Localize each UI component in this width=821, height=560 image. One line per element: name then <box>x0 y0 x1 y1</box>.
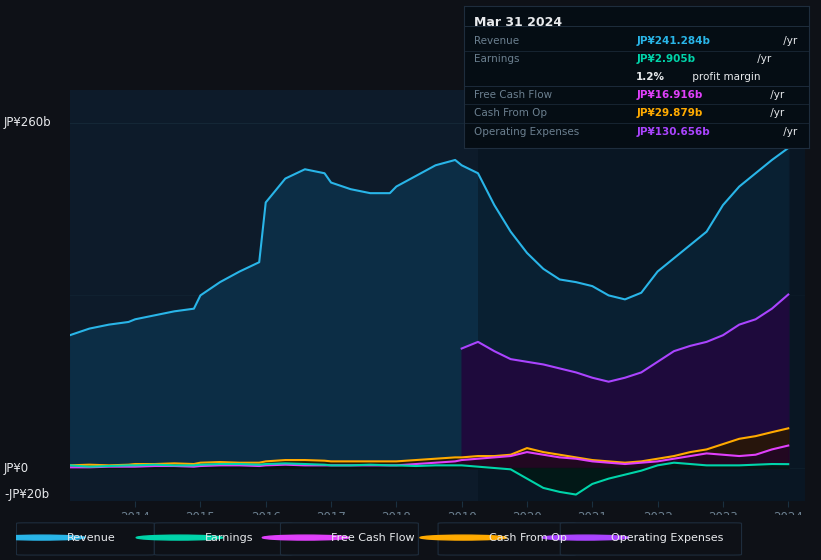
Text: /yr: /yr <box>754 54 772 64</box>
Text: Revenue: Revenue <box>475 36 520 46</box>
Text: /yr: /yr <box>781 36 798 46</box>
Text: JP¥0: JP¥0 <box>4 461 30 474</box>
Bar <box>478 90 805 501</box>
Text: 1.2%: 1.2% <box>636 72 665 82</box>
Text: JP¥241.284b: JP¥241.284b <box>636 36 710 46</box>
Text: Mar 31 2024: Mar 31 2024 <box>475 16 562 29</box>
Text: Free Cash Flow: Free Cash Flow <box>331 533 415 543</box>
Text: Free Cash Flow: Free Cash Flow <box>475 90 553 100</box>
FancyBboxPatch shape <box>560 523 741 555</box>
Text: Operating Expenses: Operating Expenses <box>611 533 723 543</box>
Circle shape <box>542 535 629 540</box>
Text: profit margin: profit margin <box>689 72 760 82</box>
Text: JP¥29.879b: JP¥29.879b <box>636 109 703 118</box>
Text: -JP¥20b: -JP¥20b <box>4 488 49 501</box>
Circle shape <box>263 535 349 540</box>
Text: /yr: /yr <box>781 127 798 137</box>
Circle shape <box>136 535 223 540</box>
Text: Cash From Op: Cash From Op <box>475 109 548 118</box>
Text: Earnings: Earnings <box>204 533 254 543</box>
Text: Earnings: Earnings <box>475 54 520 64</box>
Text: /yr: /yr <box>768 109 785 118</box>
Circle shape <box>420 535 507 540</box>
Text: Revenue: Revenue <box>67 533 116 543</box>
Text: Operating Expenses: Operating Expenses <box>475 127 580 137</box>
Text: JP¥2.905b: JP¥2.905b <box>636 54 695 64</box>
FancyBboxPatch shape <box>281 523 419 555</box>
Text: JP¥260b: JP¥260b <box>4 116 52 129</box>
FancyBboxPatch shape <box>154 523 292 555</box>
Text: JP¥16.916b: JP¥16.916b <box>636 90 703 100</box>
Circle shape <box>0 535 85 540</box>
FancyBboxPatch shape <box>438 523 576 555</box>
Text: JP¥130.656b: JP¥130.656b <box>636 127 710 137</box>
Text: /yr: /yr <box>768 90 785 100</box>
FancyBboxPatch shape <box>16 523 154 555</box>
Text: Cash From Op: Cash From Op <box>488 533 566 543</box>
